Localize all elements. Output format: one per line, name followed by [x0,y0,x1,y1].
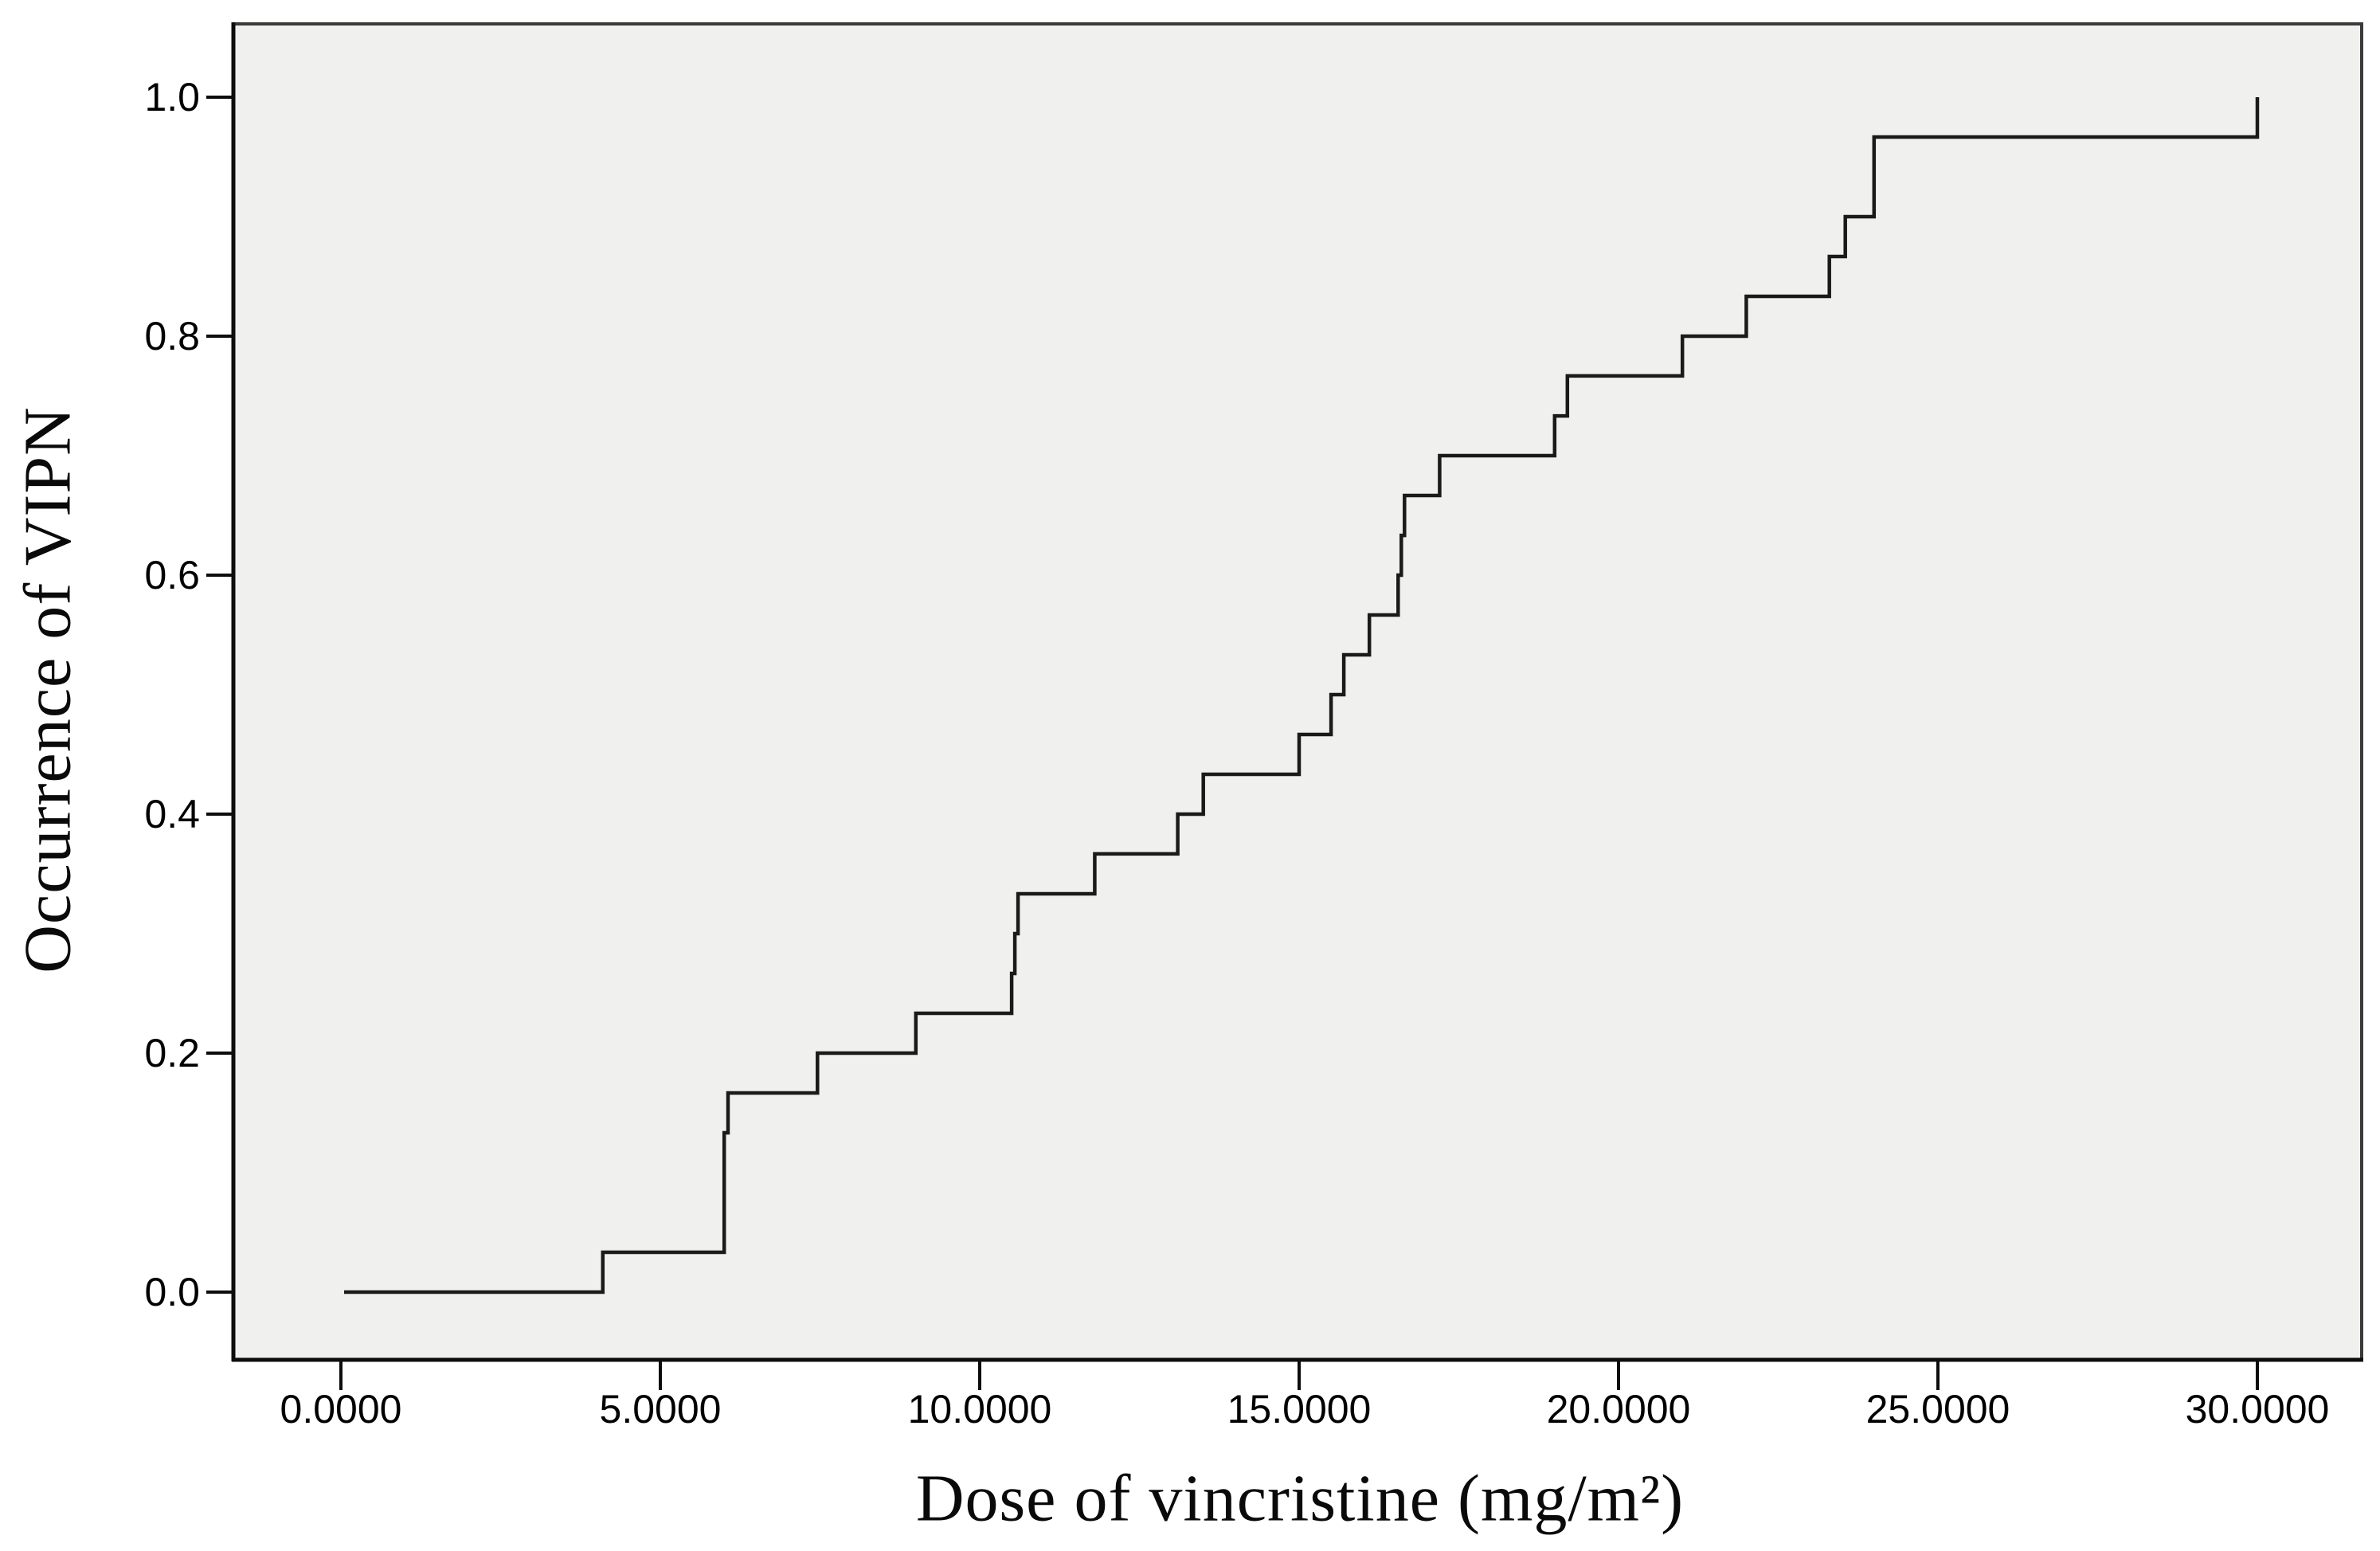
y-tick-label: 1.0 [144,75,200,119]
cumulative-step-curve [344,97,2260,1294]
x-tick-label: 10.0000 [908,1387,1052,1432]
x-tick-label: 5.0000 [600,1387,722,1432]
y-tick-label: 0.8 [144,314,200,358]
x-tick-label: 20.0000 [1547,1387,1691,1432]
y-tick-label: 0.4 [144,792,200,836]
y-tick-label: 0.0 [144,1270,200,1314]
y-tick-label: 0.2 [144,1031,200,1075]
y-tick-label: 0.6 [144,553,200,597]
x-tick-label: 25.0000 [1866,1387,2010,1432]
x-tick-label: 15.0000 [1227,1387,1372,1432]
x-tick-label: 0.0000 [280,1387,402,1432]
x-tick-label: 30.0000 [2186,1387,2330,1432]
x-axis-title: Dose of vincristine (mg/m²) [915,1461,1685,1536]
y-axis-title: Occurrence of VIPN [10,406,85,973]
plot-area [232,22,2363,1361]
